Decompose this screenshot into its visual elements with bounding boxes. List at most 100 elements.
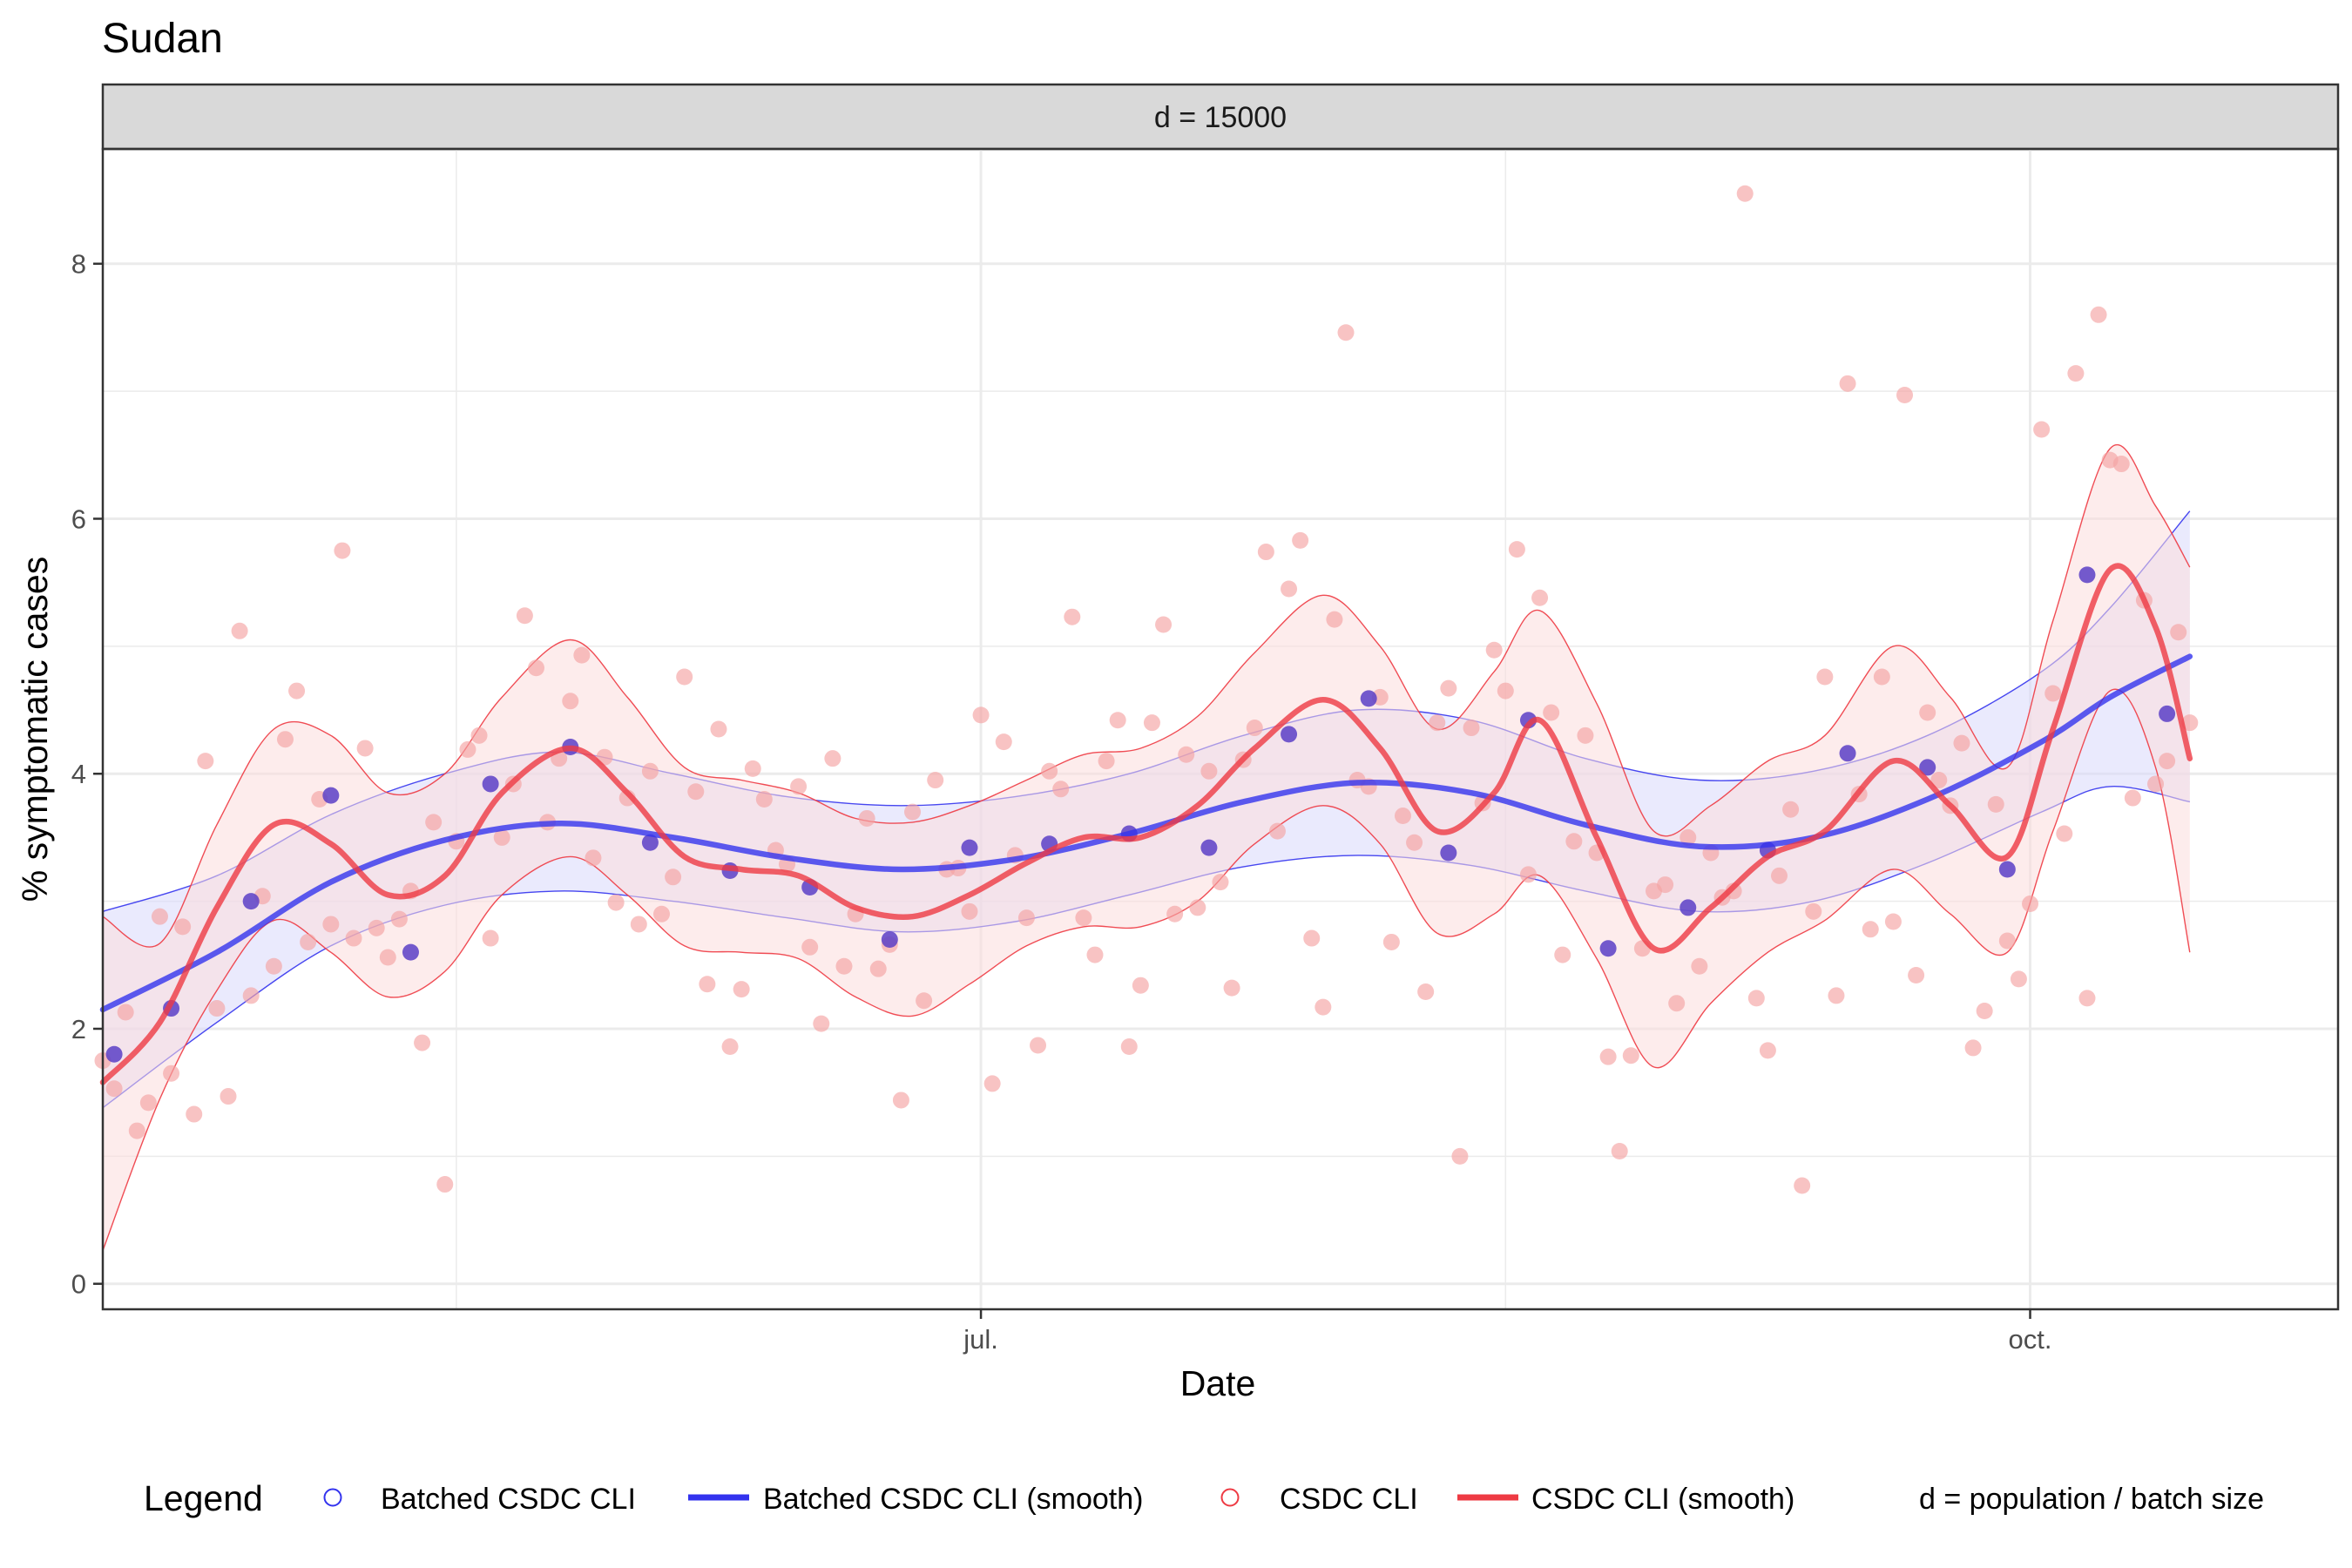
csdc-point (687, 783, 705, 801)
csdc-point (1257, 544, 1274, 561)
csdc-point (425, 814, 443, 831)
csdc-point (1930, 772, 1948, 789)
x-tick-label: oct. (2009, 1324, 2052, 1355)
csdc-point (1268, 822, 1286, 840)
y-axis-title: % symptomatic cases (15, 557, 55, 902)
csdc-point (1086, 946, 1104, 963)
csdc-point (1919, 704, 1936, 721)
batched-point (322, 787, 340, 804)
csdc-point (927, 772, 944, 789)
csdc-point (607, 894, 625, 911)
csdc-smooth-band-lower (102, 688, 2191, 1251)
csdc-point (892, 1092, 909, 1109)
csdc-point (904, 803, 922, 821)
csdc-point (1554, 946, 1571, 963)
csdc-point (1497, 682, 1514, 700)
csdc-smooth-line (99, 563, 2193, 1085)
y-tick-label: 8 (71, 249, 86, 280)
csdc-point (1657, 876, 1674, 894)
csdc-point (801, 938, 819, 956)
csdc-point (1759, 1042, 1776, 1059)
x-axis-title: Date (1180, 1363, 1256, 1403)
csdc-point (1109, 712, 1126, 729)
csdc-point (1816, 668, 1834, 686)
csdc-point (1691, 957, 1708, 975)
csdc-point (2078, 990, 2096, 1007)
csdc-point (186, 1105, 203, 1123)
csdc-point (1326, 611, 1343, 628)
csdc-point (653, 905, 670, 923)
csdc-point (265, 957, 282, 975)
csdc-point (665, 868, 682, 886)
csdc-point (721, 1037, 739, 1055)
csdc-point (1896, 387, 1914, 404)
csdc-point (1030, 1037, 1047, 1054)
csdc-point (573, 646, 591, 664)
legend: Legend Batched CSDC CLI Batched CSDC CLI… (144, 1478, 2264, 1518)
csdc-point (2033, 421, 2051, 438)
legend-label-batched: Batched CSDC CLI (381, 1483, 636, 1516)
csdc-point (1508, 541, 1525, 558)
csdc-point (1953, 734, 1970, 752)
csdc-point (983, 1075, 1001, 1092)
csdc-point (1406, 834, 1423, 851)
csdc-point (562, 693, 579, 710)
csdc-point (288, 682, 306, 700)
csdc-point (1429, 714, 1446, 732)
smooth-lines (99, 563, 2193, 1085)
y-tick-label: 4 (71, 759, 86, 789)
csdc-point (1064, 608, 1081, 625)
facet-strip (101, 83, 2340, 151)
legend-label-csdc-smooth: CSDC CLI (smooth) (1531, 1483, 1794, 1516)
csdc-point (995, 733, 1012, 751)
y-tick-label: 0 (71, 1269, 86, 1300)
batched-point (641, 834, 659, 851)
chart-title: Sudan (102, 16, 223, 62)
batched-point (242, 893, 260, 910)
batched-point (1839, 745, 1856, 762)
csdc-point (334, 542, 351, 559)
batched-point (2159, 705, 2176, 722)
csdc-point (390, 910, 408, 928)
csdc-point (220, 1088, 237, 1105)
batched-point (961, 839, 978, 856)
csdc-point (1292, 531, 1309, 549)
csdc-point (231, 622, 248, 639)
panel-border (101, 147, 2340, 1311)
batched-point (1281, 726, 1298, 743)
csdc-point (151, 908, 168, 925)
csdc-point (2022, 896, 2039, 913)
csdc-point (699, 976, 716, 993)
csdc-point (1440, 679, 1457, 697)
csdc-point (117, 1004, 134, 1021)
csdc-point (2044, 685, 2062, 702)
csdc-point (128, 1122, 145, 1139)
batched-point (482, 775, 499, 793)
csdc-point (641, 762, 659, 780)
csdc-point (1189, 899, 1206, 916)
csdc-point (2112, 456, 2130, 473)
csdc-point (1873, 668, 1890, 686)
csdc-point (356, 740, 374, 757)
legend-key-point-csdc (1220, 1488, 1240, 1507)
csdc-point (790, 778, 808, 795)
csdc-point (630, 916, 647, 933)
csdc-point (2056, 825, 2073, 842)
csdc-point (755, 791, 773, 808)
csdc-point (1075, 909, 1092, 927)
csdc-point (1964, 1039, 1982, 1057)
csdc-point (1611, 1142, 1628, 1159)
csdc-point (2124, 789, 2141, 807)
csdc-point (1451, 1147, 1469, 1165)
csdc-point (1052, 781, 1070, 798)
csdc-smooth-band-upper (102, 443, 2191, 948)
csdc-point (916, 992, 933, 1010)
csdc-point (482, 929, 499, 947)
csdc-point (1120, 1037, 1138, 1055)
csdc-point (2090, 306, 2107, 323)
csdc-point (1303, 929, 1321, 947)
csdc-point (2147, 775, 2165, 793)
y-tick-label: 2 (71, 1014, 86, 1044)
csdc-point (1782, 801, 1800, 818)
csdc-point (1132, 977, 1149, 994)
